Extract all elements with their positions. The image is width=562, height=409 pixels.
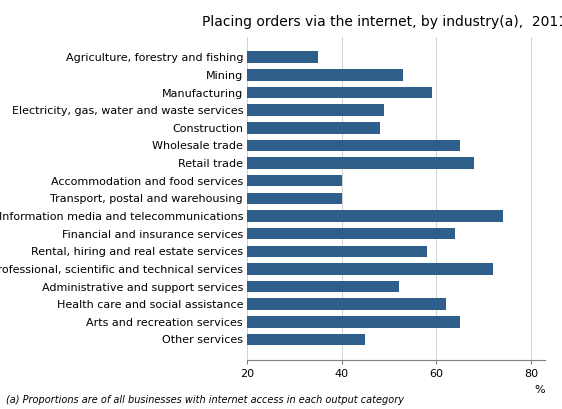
Bar: [153, 316, 460, 328]
Bar: [153, 87, 432, 98]
Bar: [153, 193, 342, 204]
Bar: [153, 104, 384, 116]
Bar: [153, 228, 455, 239]
Bar: [153, 175, 342, 187]
Bar: [153, 122, 380, 133]
Bar: [153, 281, 398, 292]
Bar: [153, 140, 460, 151]
Bar: [153, 334, 365, 345]
Bar: [153, 299, 446, 310]
Bar: [153, 263, 493, 275]
Text: %: %: [534, 385, 545, 395]
Bar: [153, 210, 502, 222]
Bar: [153, 52, 318, 63]
Bar: [153, 245, 427, 257]
Title: Placing orders via the internet, by industry(a),  2011-12: Placing orders via the internet, by indu…: [202, 15, 562, 29]
Text: (a) Proportions are of all businesses with internet access in each output catego: (a) Proportions are of all businesses wi…: [6, 395, 404, 405]
Bar: [153, 157, 474, 169]
Bar: [153, 69, 404, 81]
